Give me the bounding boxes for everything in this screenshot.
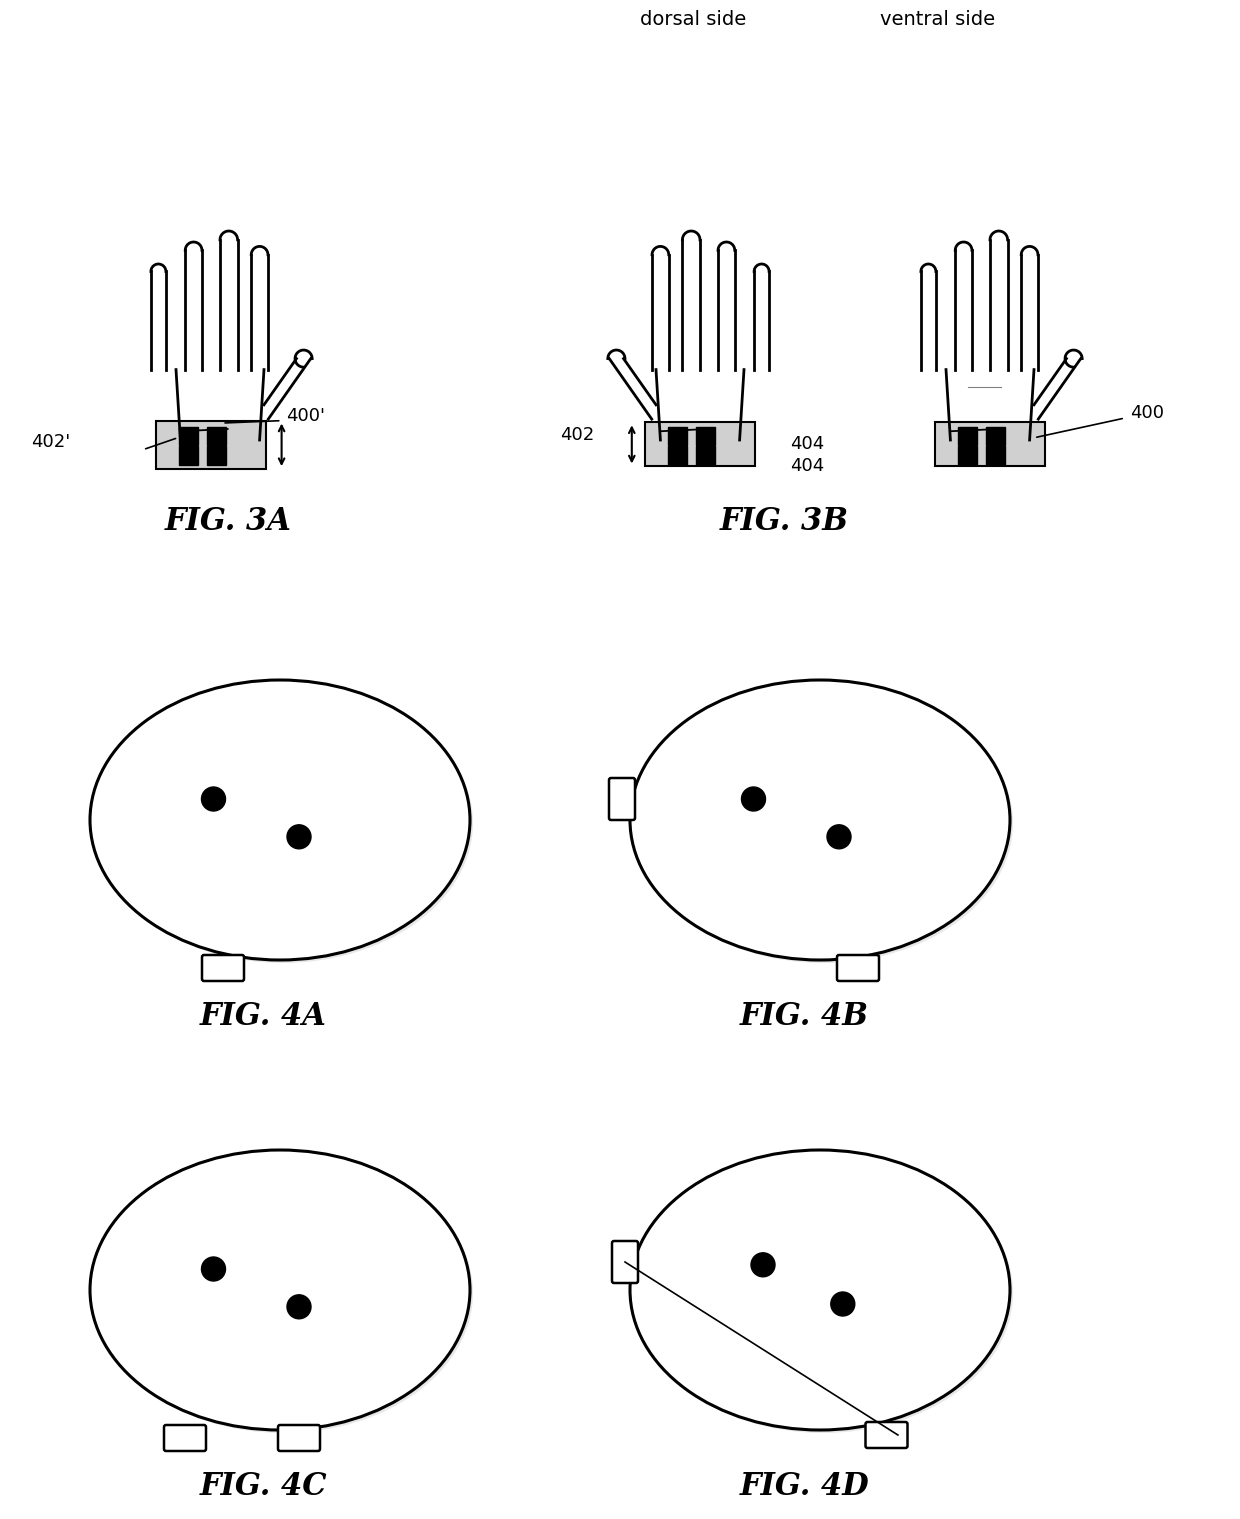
Bar [668, 447, 687, 465]
Bar [207, 427, 226, 445]
Bar [697, 427, 715, 445]
Text: dorsal side: dorsal side [640, 11, 746, 29]
Text: FIG. 4B: FIG. 4B [740, 1001, 869, 1031]
Text: 404: 404 [790, 457, 825, 475]
Ellipse shape [91, 681, 470, 960]
FancyBboxPatch shape [613, 1241, 639, 1284]
Text: 400: 400 [1130, 404, 1164, 422]
Ellipse shape [630, 1150, 1011, 1429]
Bar [935, 422, 1045, 466]
FancyBboxPatch shape [278, 1425, 320, 1451]
Text: 402': 402' [31, 433, 71, 451]
FancyBboxPatch shape [609, 778, 635, 820]
Bar [986, 447, 1004, 465]
Ellipse shape [630, 681, 1011, 960]
Text: 404: 404 [790, 434, 825, 453]
Bar [668, 427, 687, 445]
Circle shape [742, 787, 765, 811]
Bar [645, 422, 755, 466]
FancyBboxPatch shape [164, 1425, 206, 1451]
Text: FIG. 4D: FIG. 4D [740, 1470, 869, 1502]
Ellipse shape [632, 684, 1013, 963]
Text: ventral side: ventral side [880, 11, 996, 29]
Bar [986, 427, 1004, 445]
Bar [697, 447, 715, 465]
Ellipse shape [632, 1153, 1013, 1432]
Circle shape [201, 1258, 226, 1281]
Bar [156, 421, 267, 469]
Circle shape [827, 825, 851, 849]
Bar [180, 427, 198, 445]
Bar [959, 427, 977, 445]
Circle shape [831, 1293, 854, 1315]
FancyBboxPatch shape [866, 1422, 908, 1448]
Text: FIG. 4C: FIG. 4C [200, 1470, 327, 1502]
Circle shape [286, 1294, 311, 1318]
Circle shape [201, 787, 226, 811]
Circle shape [751, 1253, 775, 1277]
Text: 400': 400' [286, 407, 325, 425]
Text: FIG. 3A: FIG. 3A [165, 506, 291, 538]
Bar [959, 447, 977, 465]
Text: FIG. 4A: FIG. 4A [200, 1001, 327, 1031]
Text: FIG. 3B: FIG. 3B [720, 506, 849, 538]
FancyBboxPatch shape [202, 955, 244, 981]
Ellipse shape [91, 1150, 470, 1429]
Ellipse shape [93, 1153, 472, 1432]
Circle shape [286, 825, 311, 849]
Text: 402: 402 [560, 425, 594, 444]
Bar [180, 447, 198, 465]
Bar [207, 447, 226, 465]
FancyBboxPatch shape [837, 955, 879, 981]
Ellipse shape [93, 684, 472, 963]
